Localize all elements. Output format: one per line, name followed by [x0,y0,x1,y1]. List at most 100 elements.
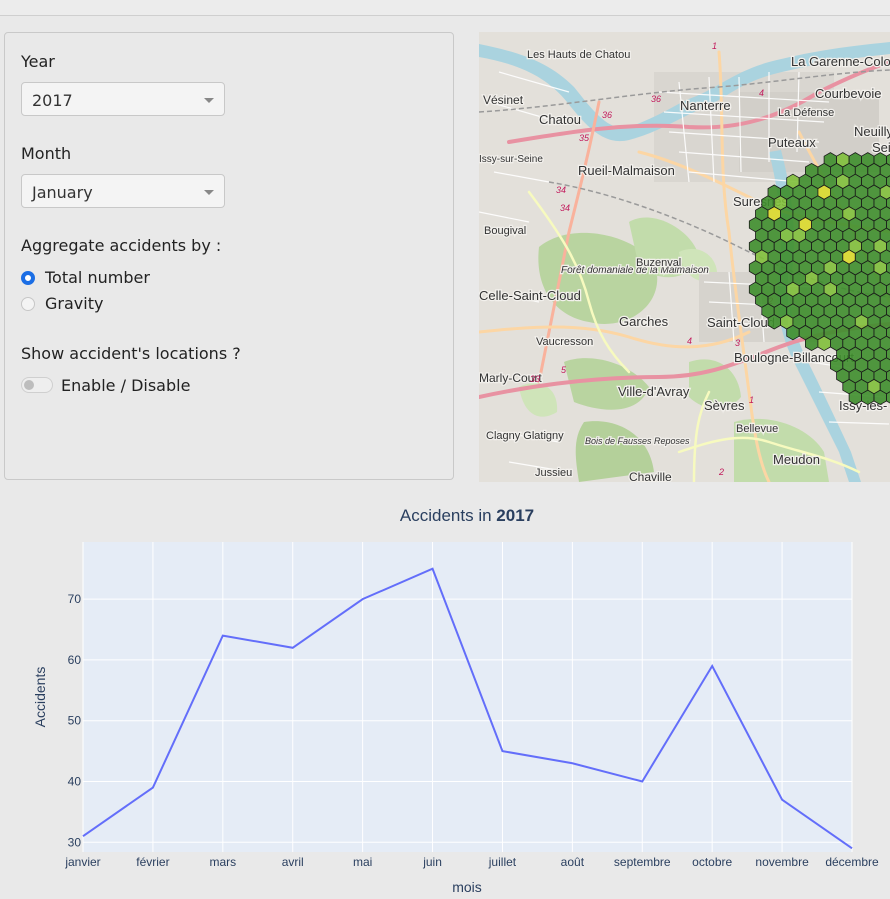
road-number: 34 [560,203,570,213]
data-point[interactable] [361,597,365,601]
x-tick-label: juillet [488,855,517,869]
y-tick-label: 50 [68,714,82,728]
year-select-value: 2017 [32,91,73,110]
radio-gravity[interactable]: Gravity [21,294,103,313]
locations-toggle[interactable] [21,377,53,393]
map-label: La Défense [778,107,834,119]
y-tick-label: 40 [68,774,82,788]
x-tick-label: décembre [825,855,879,869]
map-label: Saint-Cloud [707,315,775,330]
road-number: 34 [556,185,566,195]
map-label: Issy-sur-Seine [479,154,543,165]
map-label: Neuilly [854,124,890,139]
y-tick-label: 70 [68,592,82,606]
map-label: Vésinet [483,93,524,107]
map-label: Rueil-Malmaison [578,163,675,178]
road-number: 1 [749,395,754,405]
x-tick-label: juin [422,855,442,869]
hex-cell[interactable] [805,336,818,350]
data-point[interactable] [640,779,644,783]
radio-label: Total number [45,268,150,287]
radio-total-number[interactable]: Total number [21,268,150,287]
year-select[interactable]: 2017 [21,82,225,116]
map-label: Bellevue [736,423,778,435]
plot-area [83,542,852,852]
map-label: La Garenne-Colombes [791,54,890,69]
chevron-down-icon [204,98,214,103]
hex-cell[interactable] [874,390,887,404]
map-label: Les Hauts de Chatou [527,49,630,61]
data-point[interactable] [570,761,574,765]
aggregate-label: Aggregate accidents by : [21,236,221,255]
radio-label: Gravity [45,294,103,313]
map-label: Vaucresson [536,336,593,348]
map-label: Celle-Saint-Cloud [479,288,581,303]
data-point[interactable] [291,646,295,650]
filter-panel: Year 2017 Month January Aggregate accide… [4,32,454,480]
year-label: Year [21,52,55,71]
map-label: Chatou [539,112,581,127]
radio-unselected-icon [21,297,35,311]
accident-map[interactable]: La Garenne-Colombes Les Hauts de Chatou … [479,32,890,482]
map-label: Garches [619,314,669,329]
map-tiles: La Garenne-Colombes Les Hauts de Chatou … [479,32,890,482]
top-bar [0,0,890,16]
toggle-knob [24,380,34,390]
month-label: Month [21,144,71,163]
locations-label: Show accident's locations ? [21,344,241,363]
hex-cell[interactable] [818,336,831,350]
data-point[interactable] [500,749,504,753]
y-tick-label: 30 [68,835,82,849]
road-number: 33 [530,374,540,384]
hex-cell[interactable] [849,390,861,404]
x-axis-label: mois [452,879,482,895]
data-point[interactable] [780,798,784,802]
map-label: Sèvres [704,398,745,413]
data-point[interactable] [221,634,225,638]
hex-cell[interactable] [787,325,800,339]
map-label: Jussieu [535,467,572,479]
chart-title: Accidents in 2017 [400,506,534,525]
data-point[interactable] [81,834,85,838]
x-tick-label: mai [353,855,372,869]
y-axis-label: Accidents [32,667,48,728]
map-label: Buzenval [636,257,681,269]
road-number: 4 [687,336,692,346]
x-tick-label: octobre [692,855,732,869]
map-label: Bougival [484,225,526,237]
x-tick-label: avril [282,855,304,869]
road-number: 36 [602,110,612,120]
hex-cell[interactable] [862,390,875,404]
road-number: 1 [712,41,717,51]
road-number: 4 [759,88,764,98]
road-number: 36 [651,94,661,104]
hex-cell[interactable] [768,315,781,329]
x-tick-label: mars [209,855,236,869]
road-number: 2 [718,467,724,477]
data-point[interactable] [431,567,435,571]
map-label: Bois de Fausses Reposes [585,436,690,446]
map-label: Clagny Glatigny [486,430,564,442]
map-label: Puteaux [768,135,816,150]
x-tick-label: novembre [755,855,809,869]
month-select[interactable]: January [21,174,225,208]
map-label: Ville-d'Avray [618,384,690,399]
data-point[interactable] [710,664,714,668]
radio-selected-icon [21,271,35,285]
x-tick-label: août [561,855,585,869]
locations-toggle-label: Enable / Disable [61,376,190,395]
map-label: Meudon [773,452,820,467]
data-point[interactable] [151,786,155,790]
map-label: Nanterre [680,98,731,113]
road-number: 35 [579,133,590,143]
x-tick-label: février [136,855,169,869]
x-tick-label: septembre [614,855,671,869]
data-point[interactable] [850,846,854,850]
month-select-value: January [32,183,93,202]
y-tick-label: 60 [68,653,82,667]
road-number: 3 [735,338,740,348]
map-label: Courbevoie [815,86,882,101]
chevron-down-icon [204,190,214,195]
